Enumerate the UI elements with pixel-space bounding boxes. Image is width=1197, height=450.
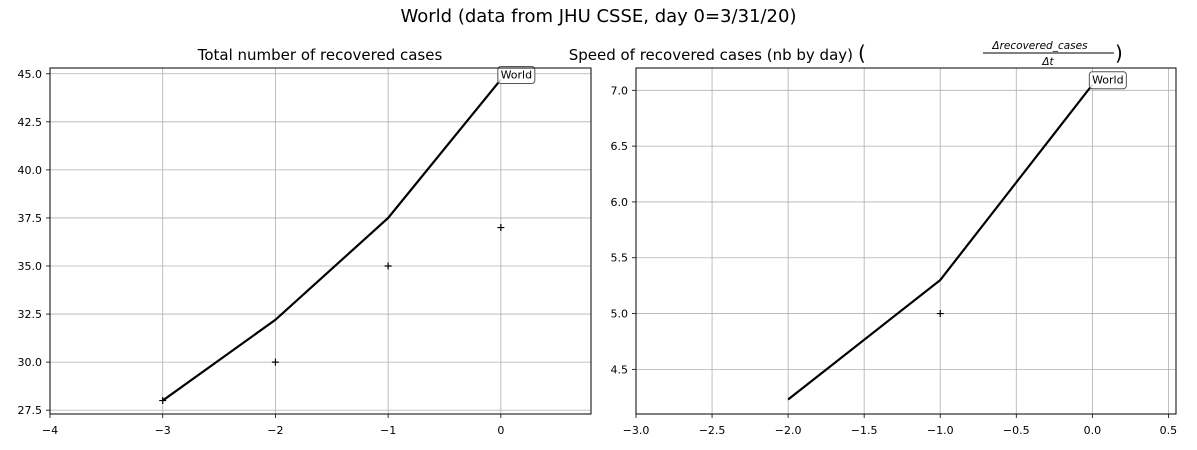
x-tick-label: −0.5 [1003,424,1030,437]
x-tick-label: −2 [267,424,283,437]
chart-title-speed-text: Speed of recovered cases (nb by day) [569,46,853,64]
formula-left-paren: ( [858,41,866,65]
data-point-marker [159,397,167,405]
y-tick-label: 32.5 [18,308,43,321]
annotation-box [1088,71,1127,90]
x-tick-label: 0.0 [1084,424,1102,437]
data-point-marker [384,262,392,270]
x-tick-label: −2.5 [699,424,726,437]
y-tick-label: 7.0 [611,84,629,97]
y-tick-label: 42.5 [18,116,43,129]
plot-frame [49,67,592,415]
annotation-box [497,66,536,85]
chart-total-recovered: World −4 −3 −2 −1 0 27.5 30.0 32.5 35.0 37.5 40.0 42… [18,66,592,437]
chart-title-speed: Speed of recovered cases (nb by day) ( Δ… [569,40,1123,68]
chart-speed-recovered: World −3.0 −2.5 −2.0 −1.5 −1.0 −0.5 0.0 0.5 4.5 5.… [611,67,1178,437]
y-tick-label: 27.5 [18,404,43,417]
y-tick-label: 40.0 [18,164,43,177]
title-formula: ( Δrecovered_cases Δt ) [858,40,1123,68]
x-tick-label: −2.0 [775,424,802,437]
x-tick-label: 0.5 [1160,424,1178,437]
data-point-marker [271,358,279,366]
plot-frame [635,67,1177,415]
series-line [787,84,1094,401]
series-line [162,78,502,402]
y-tick-label: 4.5 [611,363,629,376]
y-tick-label: 45.0 [18,68,43,81]
y-tick-label: 5.5 [611,252,629,265]
x-tick-label: −3.0 [623,424,650,437]
x-tick-label: −1 [380,424,396,437]
x-tick-label: −1.0 [927,424,954,437]
formula-numerator: Δrecovered_cases [991,40,1088,52]
y-tick-label: 5.0 [611,308,629,321]
y-tick-label: 35.0 [18,260,43,273]
data-point-marker [936,310,944,318]
y-tick-label: 6.0 [611,196,629,209]
y-tick-label: 37.5 [18,212,43,225]
x-tick-label: −3 [155,424,171,437]
y-tick-label: 6.5 [611,140,629,153]
y-tick-label: 30.0 [18,356,43,369]
x-tick-label: 0 [497,424,504,437]
x-tick-label: −1.5 [851,424,878,437]
annotation-label: World [1092,74,1124,87]
x-tick-label: −4 [42,424,58,437]
chart-title-total: Total number of recovered cases [197,46,443,64]
formula-denominator: Δt [1041,56,1054,68]
annotation-label: World [501,69,533,82]
data-point-marker [497,224,505,232]
formula-right-paren: ) [1115,41,1123,65]
figure-title: World (data from JHU CSSE, day 0=3/31/20… [400,6,797,27]
